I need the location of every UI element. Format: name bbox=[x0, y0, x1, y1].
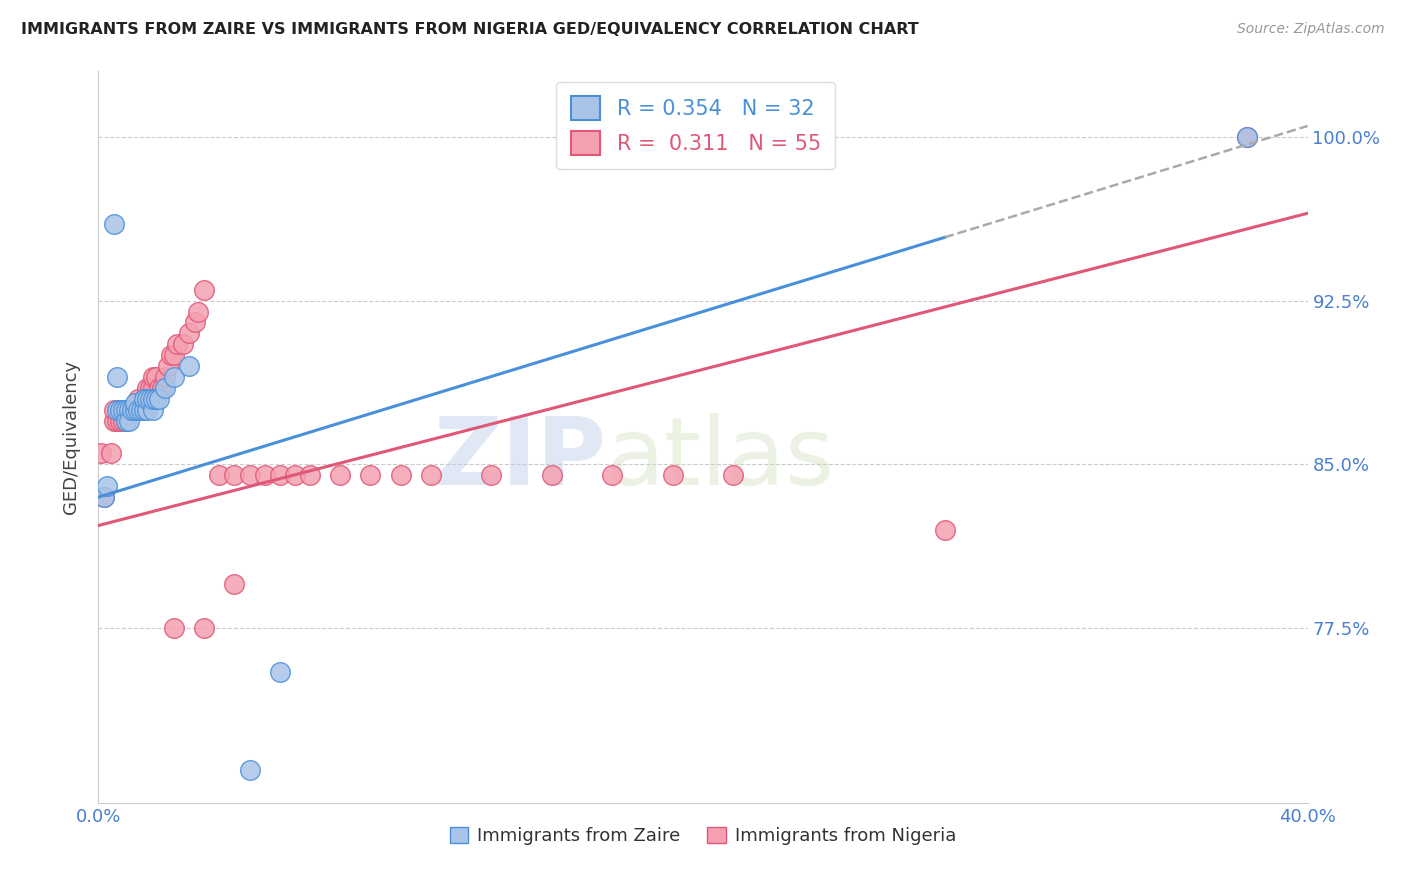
Point bbox=[105, 414, 128, 428]
Point bbox=[224, 468, 246, 483]
Point bbox=[142, 402, 165, 417]
Point bbox=[193, 621, 215, 635]
Point bbox=[239, 468, 262, 483]
Point bbox=[108, 414, 131, 428]
Point bbox=[481, 468, 503, 483]
Point bbox=[166, 337, 188, 351]
Point bbox=[132, 402, 155, 417]
Point bbox=[184, 315, 207, 329]
Point bbox=[139, 392, 162, 406]
Point bbox=[118, 402, 141, 417]
Point bbox=[127, 402, 149, 417]
Point bbox=[100, 446, 122, 460]
Point bbox=[156, 359, 179, 373]
Point bbox=[139, 381, 162, 395]
Point bbox=[329, 468, 352, 483]
Point bbox=[360, 468, 382, 483]
Point bbox=[121, 402, 143, 417]
Point bbox=[269, 468, 291, 483]
Point bbox=[114, 414, 136, 428]
Point bbox=[142, 370, 165, 384]
Point bbox=[934, 523, 956, 537]
Point bbox=[540, 468, 562, 483]
Point bbox=[129, 402, 152, 417]
Point bbox=[299, 468, 322, 483]
Point bbox=[127, 392, 149, 406]
Point bbox=[160, 348, 183, 362]
Point bbox=[253, 468, 276, 483]
Point bbox=[93, 490, 115, 504]
Point bbox=[193, 283, 215, 297]
Point bbox=[145, 392, 167, 406]
Point bbox=[187, 304, 209, 318]
Point bbox=[103, 217, 125, 231]
Point bbox=[163, 370, 186, 384]
Point bbox=[661, 468, 683, 483]
Point bbox=[602, 468, 624, 483]
Point bbox=[105, 370, 128, 384]
Point bbox=[142, 392, 165, 406]
Point bbox=[124, 402, 146, 417]
Point bbox=[224, 577, 246, 591]
Point bbox=[124, 402, 146, 417]
Point bbox=[420, 468, 443, 483]
Point bbox=[269, 665, 291, 679]
Point bbox=[389, 468, 412, 483]
Point bbox=[127, 402, 149, 417]
Point bbox=[111, 402, 134, 417]
Point bbox=[153, 381, 176, 395]
Text: IMMIGRANTS FROM ZAIRE VS IMMIGRANTS FROM NIGERIA GED/EQUIVALENCY CORRELATION CHA: IMMIGRANTS FROM ZAIRE VS IMMIGRANTS FROM… bbox=[21, 22, 920, 37]
Text: atlas: atlas bbox=[606, 413, 835, 505]
Point bbox=[93, 490, 115, 504]
Point bbox=[284, 468, 307, 483]
Point bbox=[129, 402, 152, 417]
Point bbox=[163, 621, 186, 635]
Point bbox=[142, 381, 165, 395]
Point bbox=[108, 402, 131, 417]
Point bbox=[172, 337, 194, 351]
Point bbox=[145, 370, 167, 384]
Point bbox=[135, 402, 157, 417]
Point bbox=[148, 381, 170, 395]
Point bbox=[163, 348, 186, 362]
Point bbox=[114, 414, 136, 428]
Point bbox=[96, 479, 118, 493]
Point bbox=[124, 396, 146, 410]
Point bbox=[179, 326, 201, 341]
Text: ZIP: ZIP bbox=[433, 413, 606, 505]
Point bbox=[132, 392, 155, 406]
Point bbox=[118, 402, 141, 417]
Point bbox=[752, 129, 775, 144]
Point bbox=[132, 402, 155, 417]
Point bbox=[723, 468, 745, 483]
Point bbox=[239, 763, 262, 777]
Point bbox=[103, 402, 125, 417]
Point bbox=[1236, 129, 1258, 144]
Point bbox=[132, 392, 155, 406]
Point bbox=[179, 359, 201, 373]
Point bbox=[153, 370, 176, 384]
Point bbox=[150, 381, 173, 395]
Point bbox=[208, 468, 231, 483]
Point bbox=[148, 392, 170, 406]
Legend: Immigrants from Zaire, Immigrants from Nigeria: Immigrants from Zaire, Immigrants from N… bbox=[443, 820, 963, 852]
Point bbox=[121, 402, 143, 417]
Point bbox=[103, 414, 125, 428]
Point bbox=[118, 414, 141, 428]
Point bbox=[105, 402, 128, 417]
Point bbox=[111, 414, 134, 428]
Text: Source: ZipAtlas.com: Source: ZipAtlas.com bbox=[1237, 22, 1385, 37]
Point bbox=[135, 392, 157, 406]
Y-axis label: GED/Equivalency: GED/Equivalency bbox=[62, 360, 80, 514]
Point bbox=[90, 446, 112, 460]
Point bbox=[135, 381, 157, 395]
Point bbox=[114, 402, 136, 417]
Point bbox=[1236, 129, 1258, 144]
